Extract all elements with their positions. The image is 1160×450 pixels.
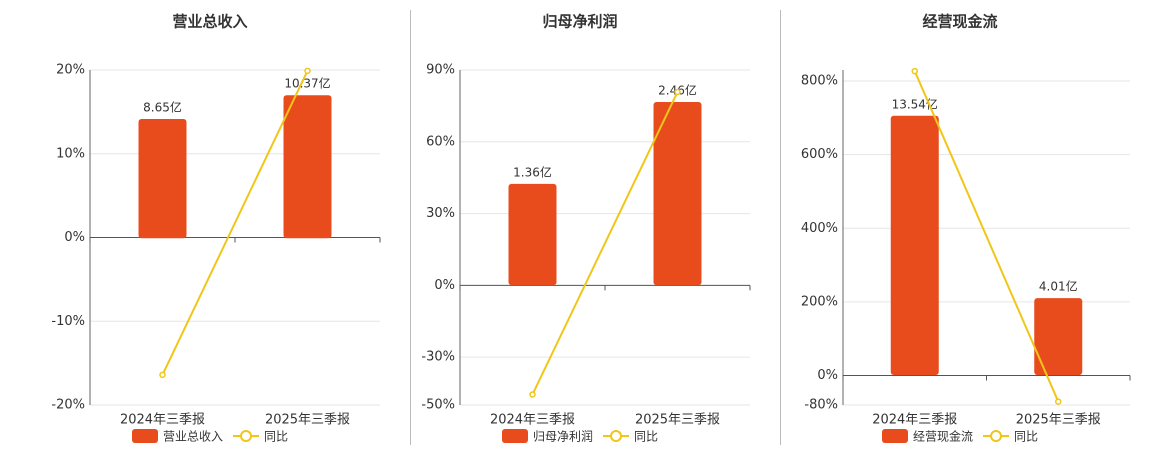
line-point <box>1055 398 1062 405</box>
legend-label: 归母净利润 <box>533 430 593 444</box>
bar <box>890 115 939 375</box>
y-tick-label: 90% <box>426 63 455 78</box>
chart-title: 经营现金流 <box>922 13 997 31</box>
line <box>913 70 1060 402</box>
legend-swatch <box>240 430 253 442</box>
value-label: 4.01亿 <box>1039 279 1078 294</box>
value-label: 8.65亿 <box>143 99 182 114</box>
y-tick-label: -20% <box>51 398 85 413</box>
legend-label: 同比 <box>264 430 288 444</box>
legend-swatch <box>990 430 1003 442</box>
line-point <box>911 67 918 75</box>
line <box>531 91 679 395</box>
y-tick-label: 0% <box>817 368 838 383</box>
x-tick-label: 2025年三季报 <box>265 413 350 428</box>
legend-label: 同比 <box>634 430 658 444</box>
legend-swatch <box>882 429 908 443</box>
x-tick-label: 2024年三季报 <box>490 413 575 428</box>
legend-swatch <box>132 429 158 443</box>
y-tick-label: 400% <box>801 221 838 236</box>
bar <box>508 183 557 286</box>
y-tick-label: -50% <box>421 398 455 413</box>
line-point <box>159 371 166 379</box>
bar <box>283 95 332 239</box>
line-point <box>304 67 311 75</box>
x-tick-label: 2025年三季报 <box>1016 413 1101 428</box>
y-tick-label: 10% <box>56 146 85 161</box>
chart-title: 归母净利润 <box>542 13 617 31</box>
y-tick-label: 600% <box>801 147 838 162</box>
bar <box>653 102 702 286</box>
bar <box>138 118 187 239</box>
y-tick-label: 30% <box>426 206 455 221</box>
legend-label: 营业总收入 <box>163 430 223 444</box>
value-label: 10.37亿 <box>284 76 330 91</box>
line <box>161 70 309 376</box>
bar <box>1034 298 1083 375</box>
y-tick-label: -80% <box>804 398 838 413</box>
y-tick-label: 0% <box>434 278 455 293</box>
x-tick-label: 2024年三季报 <box>872 413 957 428</box>
line-point <box>529 391 536 398</box>
y-tick-label: -30% <box>421 350 455 365</box>
legend-label: 同比 <box>1014 430 1038 444</box>
y-tick-label: 0% <box>64 230 85 245</box>
y-tick-label: 800% <box>801 74 838 89</box>
legend-label: 经营现金流 <box>913 429 973 444</box>
x-tick-label: 2024年三季报 <box>120 413 205 428</box>
y-tick-label: 60% <box>426 134 455 149</box>
legend-swatch <box>610 430 623 442</box>
chart-title: 营业总收入 <box>172 13 247 31</box>
y-tick-label: -10% <box>51 314 85 329</box>
value-label: 1.36亿 <box>513 164 552 179</box>
y-tick-label: 200% <box>801 294 838 309</box>
legend-swatch <box>502 429 528 443</box>
x-tick-label: 2025年三季报 <box>635 413 720 428</box>
y-tick-label: 20% <box>56 63 85 78</box>
line-point <box>674 88 681 96</box>
